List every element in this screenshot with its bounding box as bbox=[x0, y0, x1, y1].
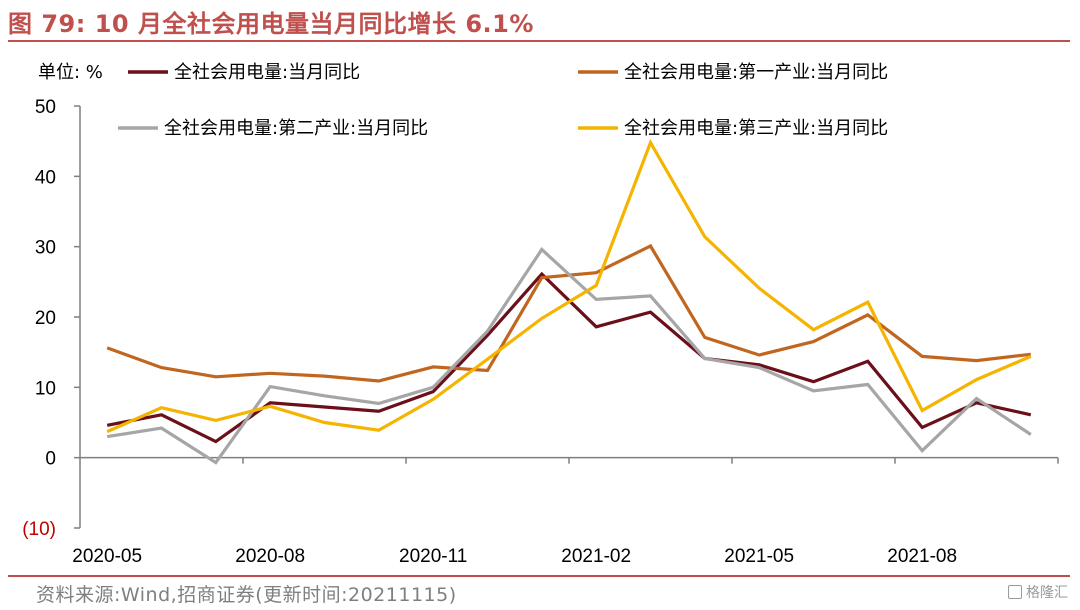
y-tick-label: (10) bbox=[22, 519, 56, 540]
watermark-text: 格隆汇 bbox=[1026, 585, 1068, 601]
watermark-logo-icon bbox=[1008, 585, 1022, 599]
title-divider bbox=[8, 40, 1070, 42]
y-tick-label: 50 bbox=[35, 97, 56, 118]
footer-divider bbox=[8, 575, 1070, 577]
y-tick-label: 10 bbox=[35, 378, 56, 399]
x-tick-label: 2020-08 bbox=[235, 546, 305, 567]
x-tick-label: 2021-08 bbox=[887, 546, 957, 567]
series-line-4 bbox=[106, 138, 1032, 434]
y-tick-label: 30 bbox=[35, 238, 56, 259]
x-tick-label: 2021-05 bbox=[724, 546, 794, 567]
chart-title: 图 79: 10 月全社会用电量当月同比增长 6.1% bbox=[8, 10, 534, 38]
series-line-3 bbox=[106, 247, 1032, 465]
watermark: 格隆汇 bbox=[1008, 582, 1068, 602]
series-line-2 bbox=[106, 243, 1031, 383]
source-note: 资料来源:Wind,招商证券(更新时间:20211115) bbox=[36, 584, 457, 606]
y-tick-label: 20 bbox=[35, 308, 56, 329]
legend-label-4: 全社会用电量:第三产业:当月同比 bbox=[624, 118, 888, 139]
unit-label: 单位: % bbox=[38, 62, 103, 83]
legend-label-2: 全社会用电量:第一产业:当月同比 bbox=[624, 62, 888, 83]
x-tick-label: 2020-05 bbox=[72, 546, 142, 567]
line-chart: 50 40 30 20 10 0 (10) 2020-05 2020-08 2020-11 2021… bbox=[22, 62, 1059, 567]
x-tick-label: 2021-02 bbox=[561, 546, 631, 567]
x-tick-label: 2020-11 bbox=[399, 546, 467, 567]
legend-label-1: 全社会用电量:当月同比 bbox=[174, 62, 360, 83]
y-tick-label: 0 bbox=[45, 449, 56, 470]
y-tick-label: 40 bbox=[35, 167, 56, 188]
legend-label-3: 全社会用电量:第二产业:当月同比 bbox=[164, 118, 428, 139]
